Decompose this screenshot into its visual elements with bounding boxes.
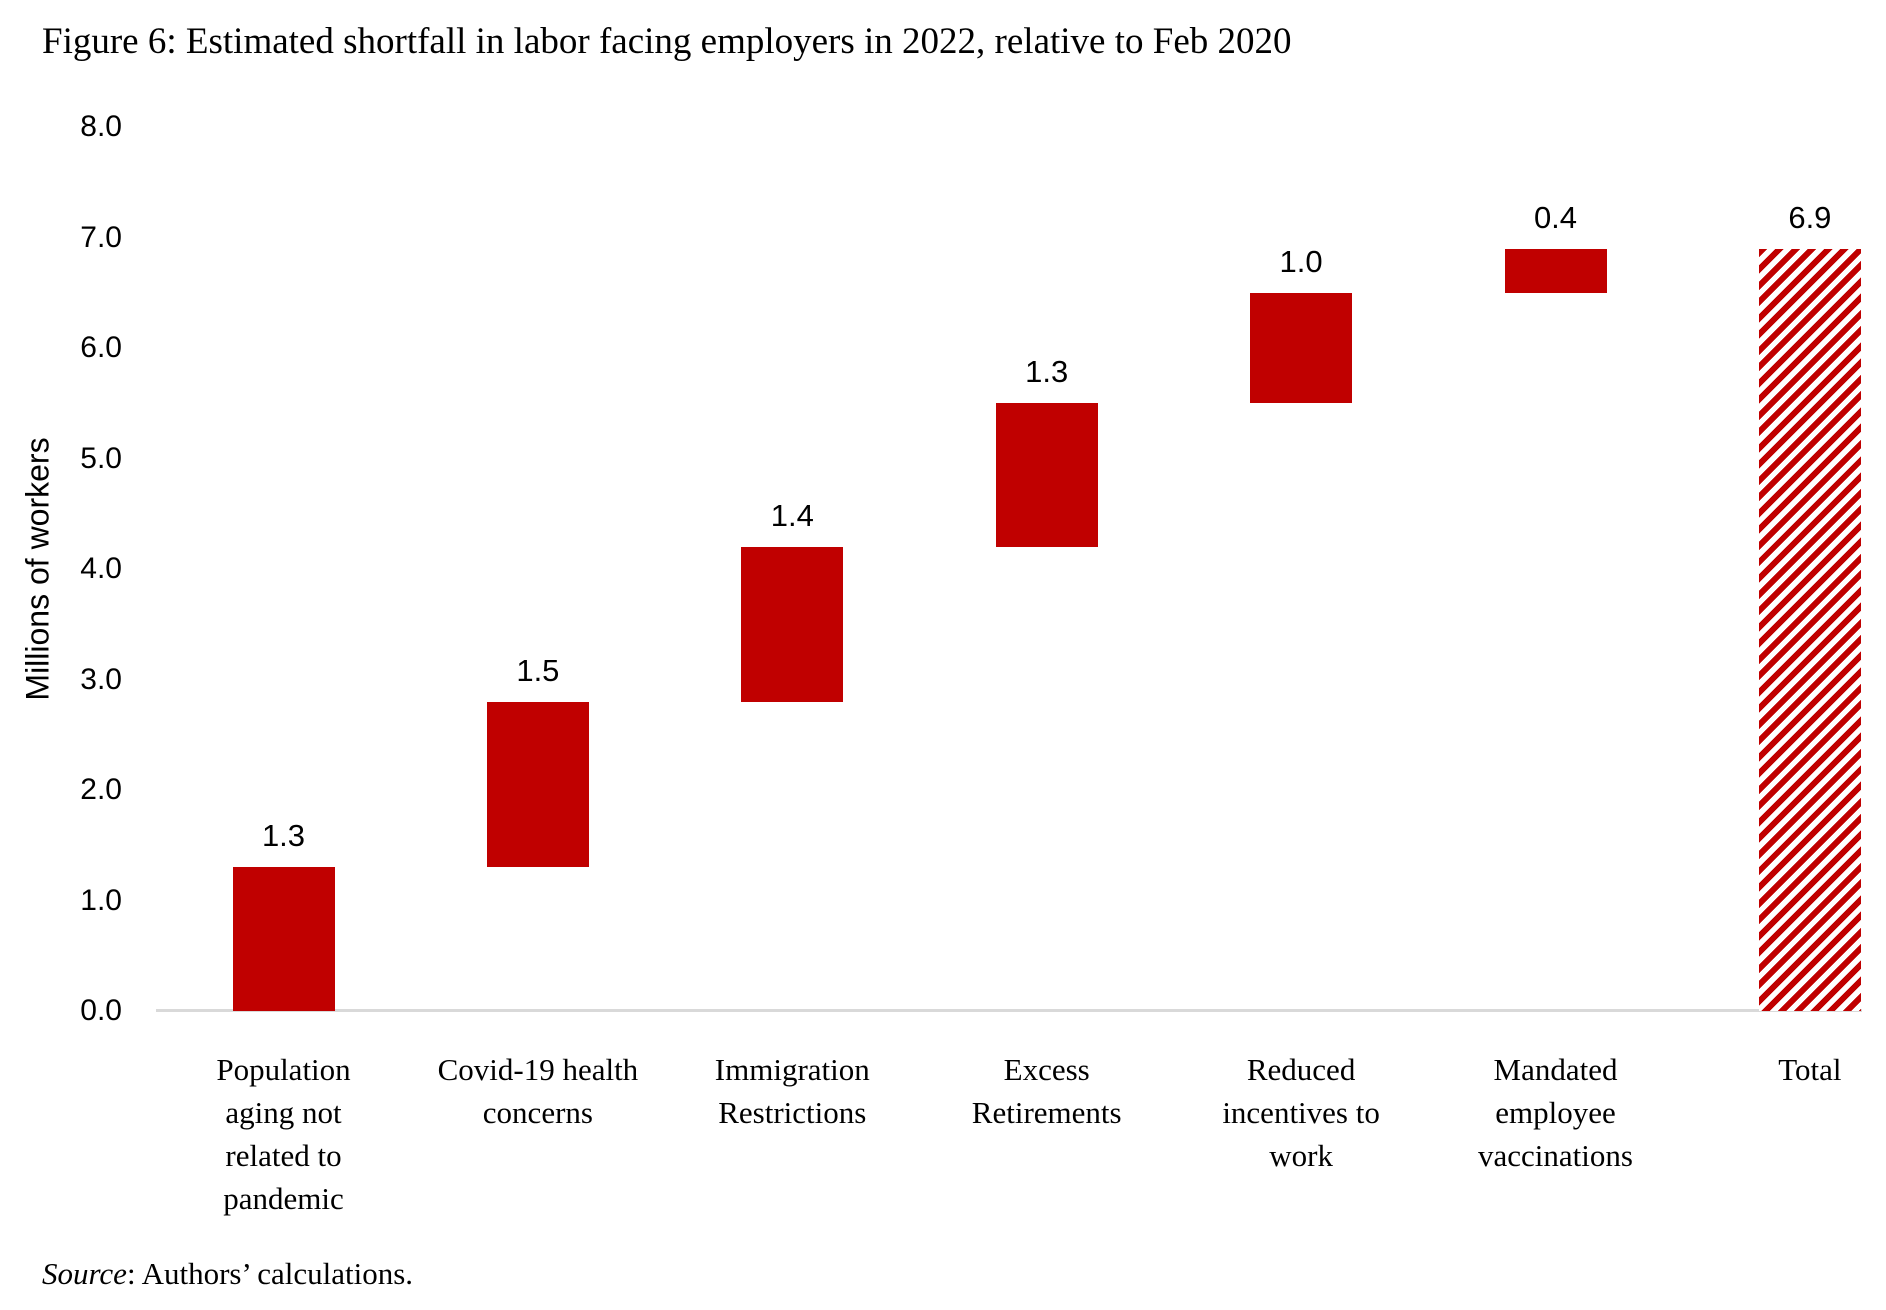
x-axis-line	[156, 1009, 1862, 1012]
source-text: : Authors’ calculations.	[126, 1256, 414, 1291]
x-category-label: Reduced incentives to work	[1222, 1052, 1380, 1173]
x-category-label: Total	[1778, 1052, 1842, 1087]
x-category-label: Population aging not related to pandemic	[216, 1052, 351, 1216]
waterfall-bar	[486, 701, 589, 868]
bar-value-label: 1.3	[1025, 354, 1069, 390]
bar-value-label: 6.9	[1788, 199, 1832, 235]
x-category-label: Covid-19 health concerns	[437, 1052, 639, 1130]
bar-value-label: 0.4	[1533, 199, 1578, 235]
y-tick-label: 3.0	[80, 662, 122, 696]
y-tick-label: 6.0	[80, 331, 122, 364]
waterfall-bar	[1250, 292, 1353, 404]
source-label: Source	[42, 1256, 127, 1291]
x-category-label: Immigration Restrictions	[714, 1052, 870, 1130]
y-tick-label: 1.0	[80, 883, 122, 917]
bar-value-label: 1.3	[261, 818, 306, 854]
y-tick-label: 8.0	[80, 110, 122, 143]
bar-value-label: 1.5	[516, 652, 560, 688]
chart-title: Figure 6: Estimated shortfall in labor f…	[42, 21, 1292, 62]
y-tick-label: 7.0	[80, 220, 122, 254]
y-tick-label: 2.0	[80, 773, 122, 806]
waterfall-bar	[232, 867, 335, 1011]
bar-value-label: 1.0	[1279, 243, 1323, 279]
y-tick-label: 0.0	[80, 994, 122, 1027]
waterfall-bar	[995, 403, 1098, 547]
x-category-label: Mandated employee vaccinations	[1478, 1052, 1633, 1173]
waterfall-bar	[1504, 248, 1607, 293]
y-tick-label: 4.0	[80, 552, 122, 585]
x-category-label: Excess Retirements	[971, 1052, 1122, 1130]
waterfall-bar	[741, 546, 844, 702]
waterfall-bar	[1758, 248, 1861, 1011]
y-tick-label: 5.0	[80, 441, 122, 475]
source-note: Source: Authors’ calculations.	[42, 1256, 413, 1292]
bar-value-label: 1.4	[770, 497, 814, 533]
